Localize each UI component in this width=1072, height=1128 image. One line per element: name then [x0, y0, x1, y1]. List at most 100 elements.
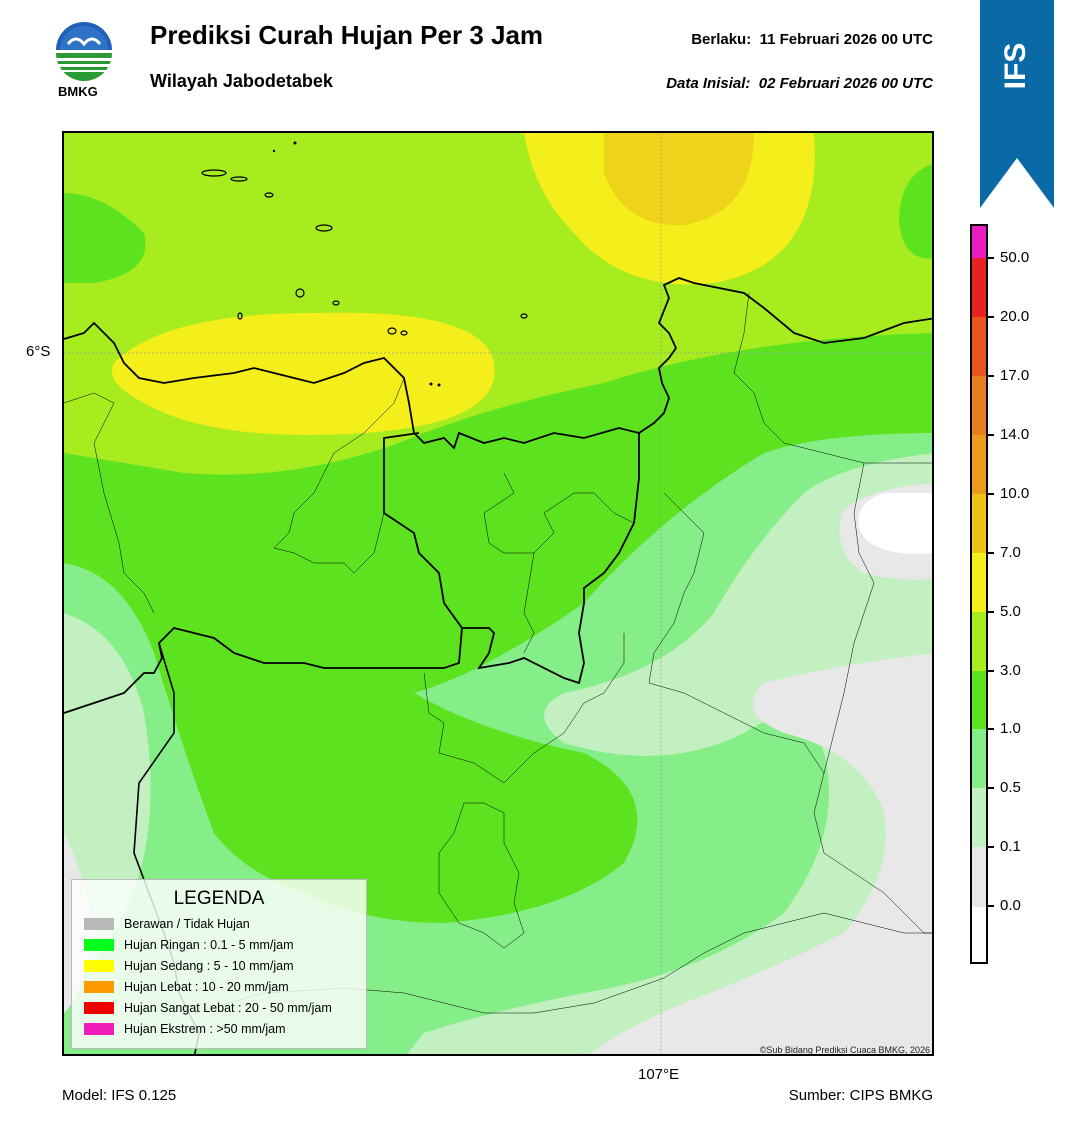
colorbar-tick-label: 0.5: [1000, 779, 1021, 797]
legend-label: Berawan / Tidak Hujan: [124, 917, 250, 931]
island: [237, 312, 243, 320]
model-badge: [980, 0, 1054, 208]
colorbar-segment: [972, 376, 986, 437]
regency-border: [483, 472, 635, 554]
legend-item-very-heavy: Hujan Sangat Lebat : 20 - 50 mm/jam: [84, 1000, 332, 1016]
colorbar-tick: [988, 551, 994, 554]
colorbar-tick-label: 3.0: [1000, 661, 1021, 679]
legend-item-light: Hujan Ringan : 0.1 - 5 mm/jam: [84, 937, 294, 953]
colorbar-segment: [972, 729, 986, 790]
colorbar: [970, 224, 988, 964]
legend-label: Hujan Sedang : 5 - 10 mm/jam: [124, 959, 294, 973]
colorbar-tick-label: 5.0: [1000, 602, 1021, 620]
init-label: Data Inisial:: [666, 75, 751, 92]
colorbar-tick: [988, 610, 994, 613]
legend-label: Hujan Lebat : 10 - 20 mm/jam: [124, 980, 289, 994]
island: [387, 327, 397, 335]
no-rain-zone-southeast: [589, 653, 932, 1054]
island: [315, 224, 333, 232]
model-badge-label: IFS: [999, 42, 1032, 90]
regency-border: [273, 377, 405, 574]
valid-value: 11 Februari 2026 00 UTC: [759, 31, 933, 48]
colorbar-tick: [988, 492, 994, 495]
page-subtitle: Wilayah Jabodetabek: [150, 71, 333, 91]
logo-label: BMKG: [58, 84, 98, 99]
colorbar-tick-label: 20.0: [1000, 308, 1030, 326]
legend: LEGENDA Berawan / Tidak Hujan Hujan Ring…: [71, 879, 367, 1049]
island: [230, 176, 248, 182]
regency-border: [193, 912, 932, 1014]
source-label: Sumber: CIPS BMKG: [788, 1087, 933, 1104]
page-title: Prediksi Curah Hujan Per 3 Jam: [150, 20, 544, 50]
colorbar-tick-label: 50.0: [1000, 249, 1030, 267]
rain-zone-heavy-north: [604, 133, 754, 226]
regency-border: [423, 633, 625, 784]
legend-swatch: [84, 1002, 114, 1014]
regency-border: [523, 552, 535, 654]
colorbar-tick: [988, 905, 994, 908]
colorbar-segment: [972, 435, 986, 495]
colorbar-segment: [972, 258, 986, 319]
legend-item-extreme: Hujan Ekstrem : >50 mm/jam: [84, 1021, 286, 1037]
colorbar-tick: [988, 669, 994, 672]
island: [201, 169, 227, 177]
colorbar-tick-label: 0.1: [1000, 838, 1021, 856]
latitude-label: 6°S: [26, 343, 51, 360]
island: [429, 382, 433, 386]
legend-label: Hujan Sangat Lebat : 20 - 50 mm/jam: [124, 1001, 332, 1015]
init-value: 02 Februari 2026 00 UTC: [758, 75, 933, 92]
colorbar-tick: [988, 434, 994, 437]
regency-border: [438, 802, 525, 949]
legend-item-cloudy: Berawan / Tidak Hujan: [84, 916, 250, 932]
regency-border: [648, 492, 705, 684]
island: [400, 330, 408, 336]
island: [295, 288, 305, 298]
longitude-label: 107°E: [638, 1066, 680, 1083]
colorbar-segment: [972, 226, 986, 260]
legend-label: Hujan Ringan : 0.1 - 5 mm/jam: [124, 938, 294, 952]
colorbar-tick: [988, 846, 994, 849]
legend-swatch: [84, 939, 114, 951]
colorbar-tick: [988, 375, 994, 378]
colorbar-tick-label: 10.0: [1000, 484, 1030, 502]
legend-swatch: [84, 981, 114, 993]
colorbar-tick-label: 7.0: [1000, 543, 1021, 561]
legend-title: LEGENDA: [173, 888, 265, 909]
colorbar-segment: [972, 552, 986, 613]
legend-swatch: [84, 918, 114, 930]
colorbar-segment: [972, 317, 986, 378]
island: [272, 149, 276, 153]
island: [264, 192, 274, 198]
colorbar-tick: [988, 257, 994, 260]
island: [437, 383, 441, 387]
rain-zone-light-ne: [899, 164, 932, 259]
regency-border: [823, 462, 875, 774]
legend-item-moderate: Hujan Sedang : 5 - 10 mm/jam: [84, 958, 294, 974]
island: [293, 141, 297, 145]
rain-zone-moderate-west: [112, 312, 495, 435]
legend-item-heavy: Hujan Lebat : 10 - 20 mm/jam: [84, 979, 289, 995]
legend-label: Hujan Ekstrem : >50 mm/jam: [124, 1022, 286, 1036]
island: [520, 313, 528, 319]
colorbar-segment: [972, 670, 986, 731]
rain-zone-light-nw: [64, 193, 146, 283]
colorbar-tick: [988, 316, 994, 319]
no-rain-core-east: [858, 493, 932, 554]
coastline: [64, 277, 932, 450]
colorbar-segment: [972, 847, 986, 908]
copyright: ©Sub Bidang Prediksi Cuaca BMKG, 2026: [759, 1045, 930, 1055]
valid-label: Berlaku:: [691, 31, 752, 48]
colorbar-segment: [972, 493, 986, 554]
regency-border: [733, 292, 932, 464]
province-border-east: [462, 433, 640, 685]
regency-border: [64, 392, 155, 614]
valid-time: Berlaku: 11 Februari 2026 00 UTC: [691, 31, 933, 48]
bmkg-logo: [52, 20, 116, 84]
model-label: Model: IFS 0.125: [62, 1087, 177, 1104]
regency-border: [648, 682, 932, 934]
colorbar-segment: [972, 611, 986, 672]
colorbar-tick-label: 17.0: [1000, 367, 1030, 385]
init-time: Data Inisial: 02 Februari 2026 00 UTC: [666, 75, 933, 92]
legend-swatch: [84, 960, 114, 972]
colorbar-tick-label: 1.0: [1000, 720, 1021, 738]
